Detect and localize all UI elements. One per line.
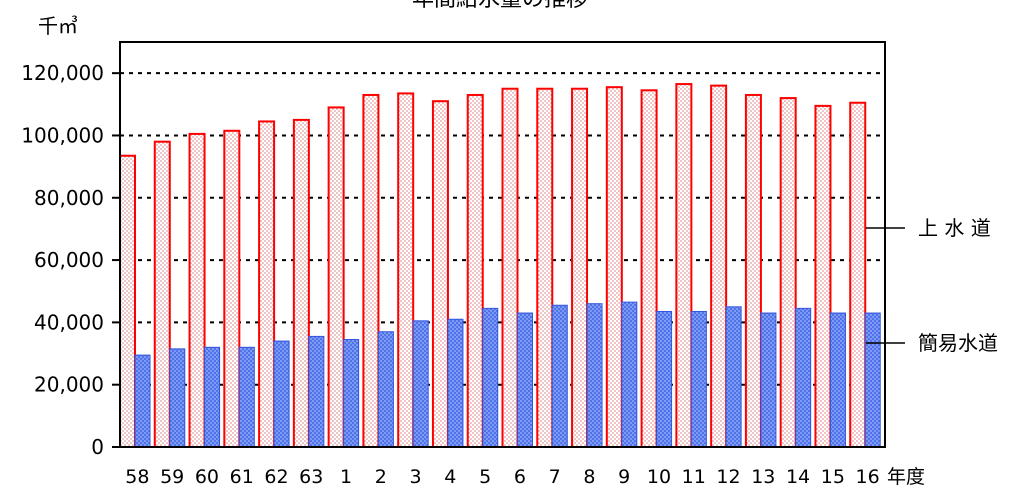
x-tick-label: 10: [647, 466, 671, 488]
bar-kanisuido-60: [204, 346, 221, 448]
bar-kanisuido-10: [656, 310, 673, 448]
x-tick-label: 7: [549, 466, 561, 488]
x-tick-label: 58: [125, 466, 149, 488]
legend-label-0: 上 水 道: [918, 216, 991, 240]
bar-josuido-13: [744, 93, 762, 448]
bar-josuido-11: [675, 83, 693, 449]
x-tick-label: 9: [618, 466, 630, 488]
bar-josuido-1: [327, 106, 345, 449]
x-tick-label: 62: [264, 466, 288, 488]
y-tick-label: 40,000: [34, 310, 104, 334]
bar-kanisuido-2: [377, 331, 394, 448]
bar-josuido-7: [536, 87, 554, 448]
y-tick-label: 20,000: [34, 373, 104, 397]
bars: [119, 83, 881, 449]
plot-frame: [119, 41, 886, 448]
bar-kanisuido-16: [864, 312, 881, 448]
bar-kanisuido-58: [134, 354, 151, 448]
y-tick-label: 120,000: [21, 61, 104, 85]
bar-kanisuido-8: [586, 303, 603, 448]
x-axis: 58 59 60 61 62 63 1 2 3 4 5 6 7 8 9 10 11 12 13 14 15 16 年度: [125, 466, 925, 488]
bar-josuido-10: [640, 89, 658, 449]
bar-josuido-12: [710, 84, 728, 448]
x-tick-label: 12: [716, 466, 740, 488]
x-tick-label: 61: [230, 466, 254, 488]
bar-kanisuido-7: [551, 304, 568, 448]
bar-josuido-59: [153, 140, 171, 448]
bar-josuido-9: [605, 86, 623, 449]
bar-josuido-6: [501, 87, 519, 448]
x-tick-label: 59: [160, 466, 184, 488]
bar-josuido-62: [258, 120, 276, 448]
bar-josuido-8: [571, 87, 589, 448]
bar-josuido-14: [779, 97, 797, 448]
y-tick-label: 0: [91, 435, 104, 459]
x-tick-label: 5: [479, 466, 491, 488]
bar-kanisuido-3: [412, 320, 429, 448]
bar-kanisuido-4: [447, 318, 464, 448]
bar-kanisuido-61: [238, 346, 255, 448]
x-tick-label: 6: [514, 466, 526, 488]
chart-title: 年間給水量の推移: [412, 0, 588, 12]
x-tick-label: 4: [444, 466, 456, 488]
bar-josuido-63: [292, 118, 310, 448]
bar-josuido-4: [431, 100, 449, 448]
x-tick-label: 63: [299, 466, 323, 488]
x-tick-label: 15: [821, 466, 845, 488]
x-tick-label: 13: [751, 466, 775, 488]
bar-kanisuido-5: [482, 307, 499, 448]
bar-josuido-2: [362, 93, 380, 448]
bar-kanisuido-6: [517, 312, 533, 448]
x-tick-label: 14: [786, 466, 810, 488]
x-tick-label: 11: [682, 466, 706, 488]
bar-kanisuido-63: [308, 335, 325, 448]
bar-kanisuido-1: [343, 339, 360, 448]
x-tick-label: 1: [340, 466, 352, 488]
bar-josuido-60: [188, 132, 206, 448]
x-tick-label: 16: [856, 466, 880, 488]
bar-josuido-5: [466, 93, 484, 448]
bar-kanisuido-59: [169, 348, 186, 448]
x-tick-label: 8: [583, 466, 595, 488]
x-tick-label: 2: [375, 466, 387, 488]
bar-josuido-16: [849, 101, 867, 448]
bar-kanisuido-9: [621, 301, 638, 448]
y-tick-label: 60,000: [34, 248, 104, 272]
y-axis: 0 20,000 40,000 60,000 80,000 100,000 120,000: [21, 61, 120, 459]
bar-josuido-3: [397, 92, 415, 449]
bar-kanisuido-15: [829, 312, 846, 448]
bar-kanisuido-13: [760, 312, 777, 448]
bar-kanisuido-14: [795, 307, 812, 448]
y-tick-label: 80,000: [34, 186, 104, 210]
y-tick-label: 100,000: [21, 123, 104, 147]
bar-josuido-61: [223, 129, 241, 449]
bar-kanisuido-12: [725, 306, 742, 448]
legend-label-1: 簡易水道: [918, 331, 998, 355]
x-axis-suffix: 年度: [887, 466, 925, 488]
bar-josuido-58: [119, 154, 136, 448]
bar-kanisuido-11: [690, 310, 707, 448]
unit-label: 千㎥: [38, 14, 78, 38]
x-tick-label: 60: [195, 466, 219, 488]
bar-kanisuido-62: [273, 340, 290, 448]
x-tick-label: 3: [410, 466, 422, 488]
bar-josuido-15: [814, 104, 832, 448]
